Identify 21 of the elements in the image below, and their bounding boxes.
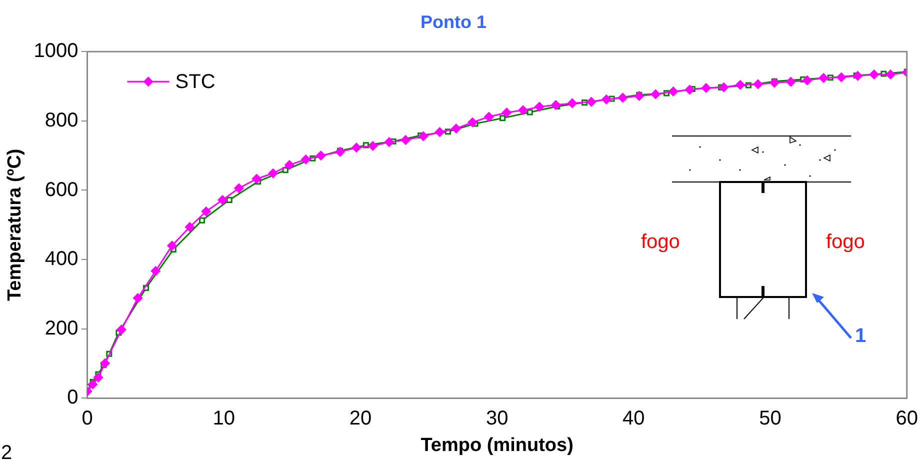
x-tick-label: 40 (622, 408, 645, 430)
y-tick-label: 0 (67, 386, 78, 409)
x-tick-label: 30 (486, 408, 508, 430)
y-tick-label: 600 (44, 178, 78, 201)
y-tick-label: 1000 (34, 40, 78, 62)
annotation: fogo (641, 231, 680, 254)
x-tick-label: 50 (759, 408, 782, 430)
y-axis-title: Temperatura (ºC) (4, 148, 26, 302)
x-tick-label: 20 (349, 408, 372, 430)
text: 2 (1, 442, 12, 465)
x-tick-label: 60 (896, 408, 918, 430)
y-tick-label: 200 (44, 317, 78, 340)
chart-title: Ponto 1 (420, 12, 486, 32)
annotation: fogo (826, 231, 865, 254)
annotation: 1 (855, 325, 866, 348)
y-tick-label: 400 (44, 248, 78, 270)
x-axis-title: Tempo (minutos) (420, 434, 574, 456)
y-tick-label: 800 (44, 109, 78, 132)
x-tick-label: 0 (82, 408, 93, 430)
x-tick-label: 10 (212, 408, 236, 430)
legend-label: STC (175, 71, 216, 94)
